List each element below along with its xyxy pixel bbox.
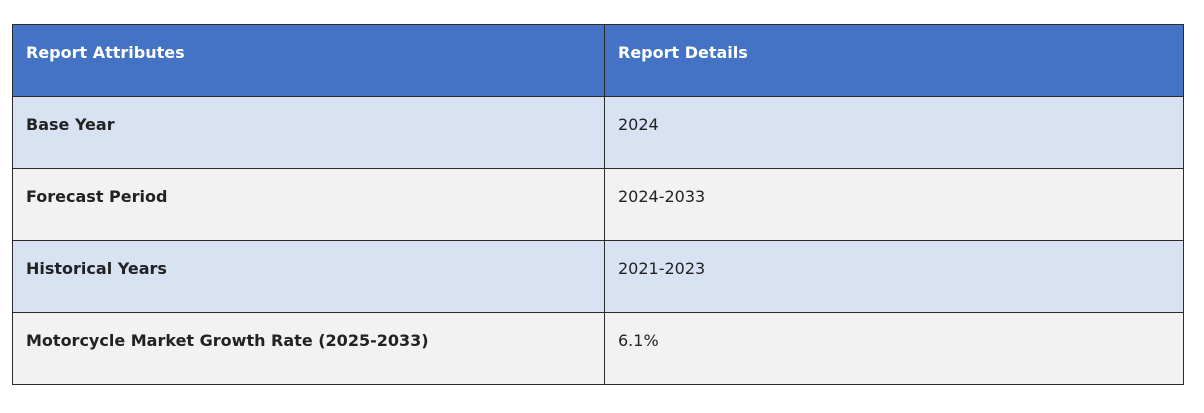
attribute-cell: Forecast Period (12, 168, 605, 241)
table-row: Motorcycle Market Growth Rate (2025-2033… (12, 312, 1184, 385)
detail-cell: 6.1% (604, 312, 1184, 385)
attribute-cell: Motorcycle Market Growth Rate (2025-2033… (12, 312, 605, 385)
header-report-details: Report Details (604, 24, 1184, 97)
detail-cell: 2024 (604, 96, 1184, 169)
table-row: Base Year 2024 (12, 96, 1184, 169)
header-report-attributes: Report Attributes (12, 24, 605, 97)
table-row: Historical Years 2021-2023 (12, 240, 1184, 313)
detail-cell: 2021-2023 (604, 240, 1184, 313)
attribute-cell: Base Year (12, 96, 605, 169)
table-header-row: Report Attributes Report Details (12, 24, 1184, 97)
attribute-cell: Historical Years (12, 240, 605, 313)
table-row: Forecast Period 2024-2033 (12, 168, 1184, 241)
report-table: Report Attributes Report Details Base Ye… (12, 24, 1184, 385)
detail-cell: 2024-2033 (604, 168, 1184, 241)
